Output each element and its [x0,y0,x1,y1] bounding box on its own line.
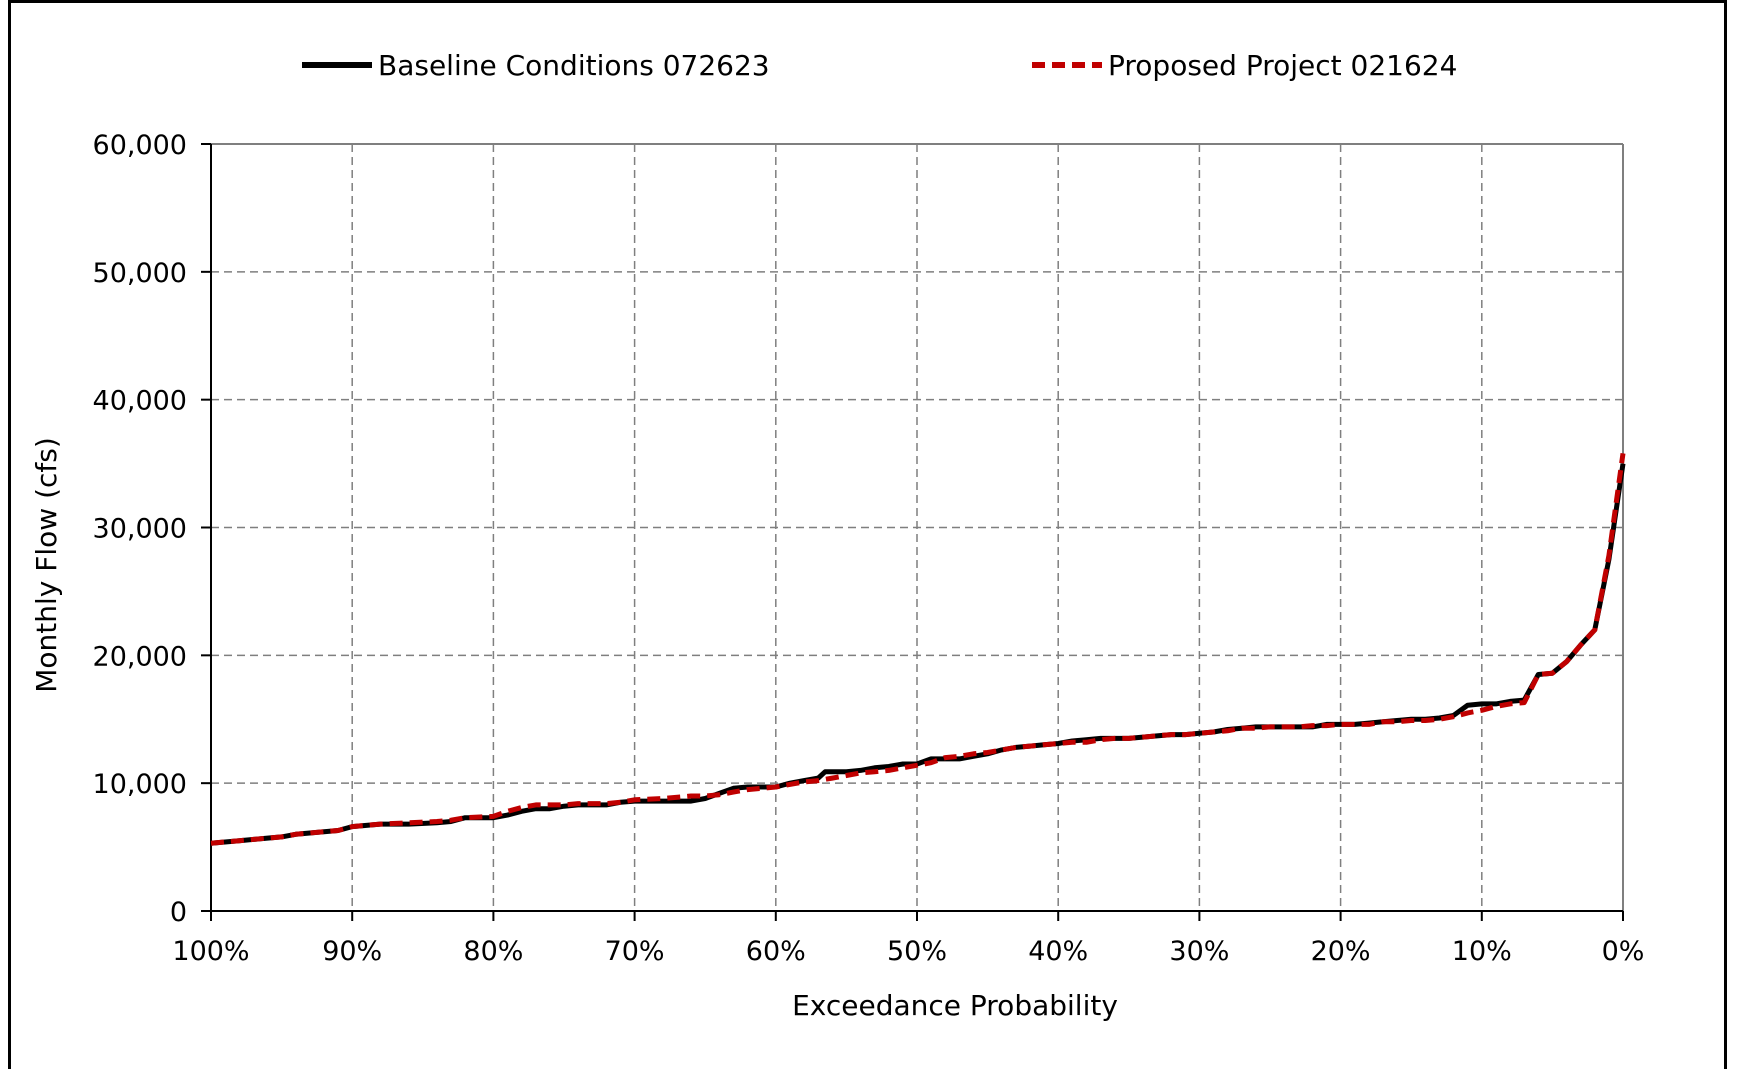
chart-frame [8,0,1727,1069]
x-tick-label: 100% [172,936,249,967]
y-tick-label: 0 [170,897,187,928]
legend: Baseline Conditions 072623 Proposed Proj… [302,49,1457,82]
x-tick-label: 70% [605,936,665,967]
x-tick-label: 60% [746,936,806,967]
y-axis-label: Monthly Flow (cfs) [30,437,63,693]
y-tick-label: 20,000 [93,641,187,672]
legend-label-baseline: Baseline Conditions 072623 [378,49,770,82]
x-tick-label: 90% [322,936,382,967]
axes: 0 10,000 20,000 30,000 40,000 50,000 60,000 100… [93,130,1645,967]
x-tick-label: 10% [1452,936,1512,967]
x-tick-label: 80% [463,936,523,967]
x-tick-label: 30% [1169,936,1229,967]
y-tick-label: 50,000 [93,258,187,289]
y-tick-label: 10,000 [93,769,187,800]
x-tick-label: 20% [1311,936,1371,967]
x-tick-label: 40% [1028,936,1088,967]
legend-label-proposed: Proposed Project 021624 [1108,49,1457,82]
x-tick-label: 50% [887,936,947,967]
y-tick-label: 30,000 [93,514,187,545]
series-lines [210,453,1626,846]
y-tick-label: 60,000 [93,130,187,161]
x-axis-label: Exceedance Probability [792,989,1118,1022]
series-line-proposed [210,453,1626,846]
x-tick-label: 0% [1602,936,1645,967]
gridlines [211,144,1623,911]
y-tick-label: 40,000 [93,386,187,417]
